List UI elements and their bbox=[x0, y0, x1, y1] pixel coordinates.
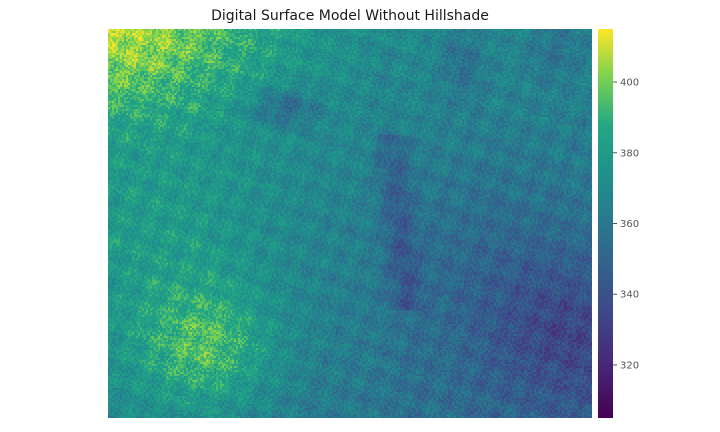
colorbar-tick-label: 340 bbox=[620, 290, 639, 301]
colorbar-gradient bbox=[598, 29, 613, 418]
chart-title: Digital Surface Model Without Hillshade bbox=[211, 8, 489, 24]
colorbar-tick-label: 320 bbox=[620, 360, 639, 371]
colorbar-tick-label: 400 bbox=[620, 78, 639, 89]
surface-raster bbox=[108, 29, 592, 418]
colorbar-tick-label: 360 bbox=[620, 219, 639, 230]
colorbar-ticks: 320 340 360 380 400 bbox=[613, 78, 639, 371]
colorbar: 320 340 360 380 400 bbox=[598, 29, 639, 418]
colorbar-tick-label: 380 bbox=[620, 148, 639, 159]
